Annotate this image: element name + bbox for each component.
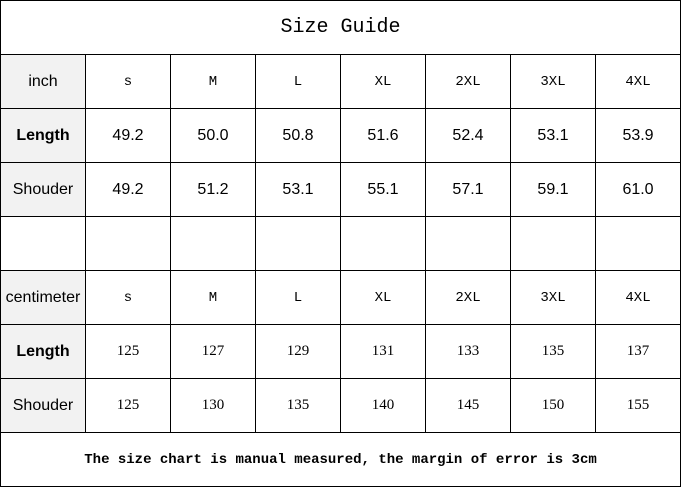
size-header-cell: 2XL	[425, 54, 511, 109]
value-cell: 140	[340, 378, 426, 433]
size-header-cell: XL	[340, 54, 426, 109]
size-header-cell: s	[85, 54, 171, 109]
value-cell: 135	[255, 378, 341, 433]
value-cell: 150	[510, 378, 596, 433]
value-cell: 125	[85, 324, 171, 379]
blank-cell	[594, 216, 681, 271]
size-header-cell: M	[170, 54, 256, 109]
size-header-cell: L	[255, 270, 341, 325]
value-cell: 49.2	[85, 108, 171, 163]
size-header-cell: 3XL	[510, 270, 596, 325]
value-cell: 53.9	[594, 108, 681, 163]
blank-cell	[170, 216, 256, 271]
value-cell: 131	[340, 324, 426, 379]
blank-cell	[85, 216, 171, 271]
blank-cell	[255, 216, 341, 271]
table-row: Shouder 49.2 51.2 53.1 55.1 57.1 59.1 61.0	[0, 162, 681, 217]
value-cell: 52.4	[425, 108, 511, 163]
value-cell: 57.1	[425, 162, 511, 217]
value-cell: 51.6	[340, 108, 426, 163]
unit-label: inch	[0, 54, 86, 109]
value-cell: 61.0	[594, 162, 681, 217]
row-label: Length	[0, 108, 86, 163]
blank-cell	[425, 216, 511, 271]
table-row: Length 125 127 129 131 133 135 137	[0, 324, 681, 379]
table-row: Length 49.2 50.0 50.8 51.6 52.4 53.1 53.9	[0, 108, 681, 163]
blank-cell	[0, 216, 86, 271]
value-cell: 53.1	[510, 108, 596, 163]
value-cell: 125	[85, 378, 171, 433]
size-header-cell: 2XL	[425, 270, 511, 325]
value-cell: 137	[594, 324, 681, 379]
inch-size-row: inch s M L XL 2XL 3XL 4XL	[0, 54, 681, 109]
value-cell: 129	[255, 324, 341, 379]
centimeter-size-row: centimeter s M L XL 2XL 3XL 4XL	[0, 270, 681, 325]
value-cell: 59.1	[510, 162, 596, 217]
footer-note: The size chart is manual measured, the m…	[0, 432, 681, 487]
value-cell: 135	[510, 324, 596, 379]
size-header-cell: XL	[340, 270, 426, 325]
blank-row	[0, 216, 681, 271]
blank-cell	[340, 216, 426, 271]
value-cell: 50.0	[170, 108, 256, 163]
size-header-cell: L	[255, 54, 341, 109]
value-cell: 127	[170, 324, 256, 379]
size-header-cell: M	[170, 270, 256, 325]
size-header-cell: 4XL	[594, 54, 681, 109]
row-label: Shouder	[0, 162, 86, 217]
value-cell: 55.1	[340, 162, 426, 217]
value-cell: 155	[594, 378, 681, 433]
blank-cell	[510, 216, 596, 271]
value-cell: 51.2	[170, 162, 256, 217]
table-title: Size Guide	[0, 0, 681, 55]
unit-label: centimeter	[0, 270, 86, 325]
value-cell: 145	[425, 378, 511, 433]
value-cell: 50.8	[255, 108, 341, 163]
size-header-cell: s	[85, 270, 171, 325]
value-cell: 133	[425, 324, 511, 379]
row-label: Shouder	[0, 378, 86, 433]
size-header-cell: 4XL	[594, 270, 681, 325]
table-row: Shouder 125 130 135 140 145 150 155	[0, 378, 681, 433]
row-label: Length	[0, 324, 86, 379]
value-cell: 53.1	[255, 162, 341, 217]
value-cell: 130	[170, 378, 256, 433]
value-cell: 49.2	[85, 162, 171, 217]
size-header-cell: 3XL	[510, 54, 596, 109]
